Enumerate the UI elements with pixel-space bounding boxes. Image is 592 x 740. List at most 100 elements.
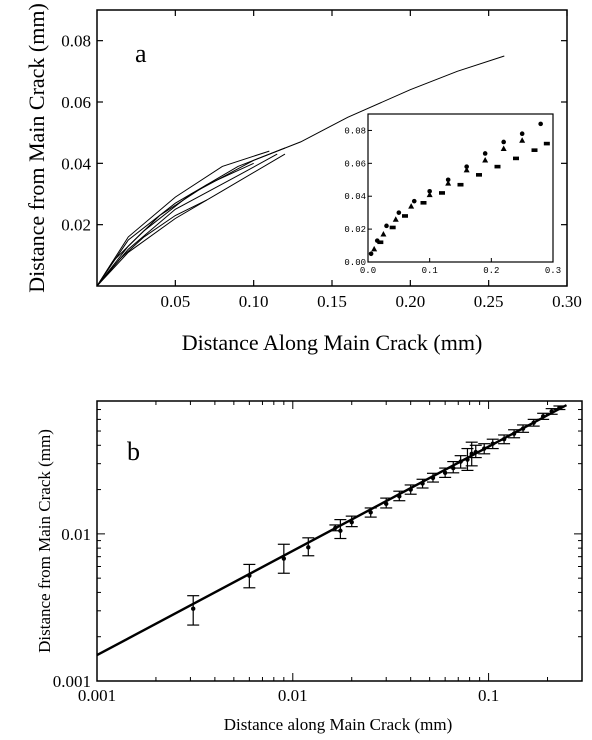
data-point (458, 459, 463, 464)
panel-a-label: a (135, 39, 147, 68)
crack-curve (96, 153, 286, 287)
crack-curve (96, 150, 270, 287)
crack-curve (96, 162, 254, 287)
y-tick-label: 0.08 (61, 32, 91, 51)
data-point (501, 437, 507, 442)
x-tick-label: 0.05 (160, 292, 190, 311)
inset-marker-circle (384, 223, 389, 229)
inset-marker-square (402, 214, 408, 218)
inset-marker-triangle (482, 157, 489, 163)
inset-marker-triangle (380, 231, 387, 237)
inset-x-tick-label: 0.3 (545, 266, 561, 276)
inset-marker-circle (445, 177, 451, 183)
inset-marker-triangle (392, 216, 399, 222)
inset-marker-triangle (463, 166, 470, 173)
inset-marker-circle (482, 151, 488, 156)
inset-y-tick-label: 0.06 (344, 159, 366, 169)
x-tick-label: 0.01 (278, 686, 308, 705)
crack-curve (96, 153, 278, 287)
inset-frame (367, 113, 554, 263)
inset-marker-circle (368, 251, 374, 257)
panel-b-axes: 0.001 0.01 0.1 0.001 0.01 (53, 400, 582, 705)
panel-a-y-axis-label: Distance from Main Crack (mm) (24, 3, 49, 293)
inset-marker-square (494, 164, 501, 169)
data-point (191, 606, 196, 611)
y-tick-label: 0.01 (61, 525, 91, 544)
data-point (368, 510, 373, 515)
x-tick-label: 0.10 (239, 292, 269, 311)
inset-y-tick-label: 0.08 (344, 126, 366, 136)
panel-a: a 0.05 0.10 0.15 0.20 0.25 0.300.020.040.060.… (24, 3, 582, 355)
inset-x-tick-label: 0.0 (360, 266, 376, 276)
x-tick-label: 0.30 (552, 292, 582, 311)
data-point (490, 441, 495, 446)
data-point (531, 420, 536, 425)
inset-y-tick-label: 0.04 (344, 192, 366, 202)
inset-marker-triangle (519, 137, 526, 143)
inset-marker-triangle (426, 191, 433, 198)
panel-b: b 0.001 0.01 0.1 0.001 0.01 Distance along M… (35, 400, 583, 734)
data-point (549, 409, 554, 414)
panel-b-points (187, 405, 566, 626)
inset-marker-circle (464, 164, 469, 169)
inset-marker-square (377, 240, 384, 245)
data-point (430, 475, 436, 481)
data-point (384, 501, 389, 507)
inset-markers (368, 121, 550, 257)
inset-marker-square (420, 201, 427, 205)
y-tick-label: 0.001 (53, 672, 91, 691)
y-tick-label: 0.04 (61, 154, 91, 173)
data-point (408, 487, 413, 492)
data-point (281, 556, 287, 561)
panel-b-y-axis-label: Distance from Main Crack (mm) (35, 429, 54, 653)
data-point (247, 573, 252, 578)
inset-x-tick-label: 0.2 (483, 266, 499, 276)
panel-a-curves (96, 55, 505, 287)
data-point (557, 405, 562, 410)
data-point (397, 494, 402, 499)
crack-curve (96, 199, 207, 287)
inset-marker-circle (538, 121, 543, 127)
inset-x-tick-label: 0.1 (422, 266, 438, 276)
x-tick-label: 0.25 (474, 292, 504, 311)
panel-b-x-axis-label: Distance along Main Crack (mm) (224, 715, 453, 734)
panel-a-x-axis-label: Distance Along Main Crack (mm) (182, 330, 483, 355)
inset-marker-triangle (445, 180, 452, 186)
y-tick-label: 0.02 (61, 216, 91, 235)
panel-a-inset: 0.0 0.1 0.2 0.3 0.00 0.02 0.04 0.06 0.08 (344, 113, 561, 276)
inset-y-tick-label: 0.02 (344, 225, 366, 235)
inset-marker-triangle (500, 145, 507, 152)
data-point (306, 545, 311, 550)
x-tick-label: 0.20 (395, 292, 425, 311)
panel-b-frame (96, 400, 583, 682)
inset-marker-circle (427, 188, 432, 194)
inset-axes: 0.0 0.1 0.2 0.3 0.00 0.02 0.04 0.06 0.08 (344, 126, 561, 276)
y-tick-label: 0.06 (61, 93, 91, 112)
x-tick-label: 0.15 (317, 292, 347, 311)
data-point (540, 414, 546, 419)
inset-marker-circle (519, 131, 525, 137)
panel-b-fit (96, 404, 568, 657)
inset-marker-triangle (371, 245, 378, 252)
power-law-fit-line (96, 404, 568, 657)
data-point (451, 465, 456, 471)
inset-marker-square (513, 156, 519, 161)
x-tick-label: 0.1 (478, 686, 499, 705)
panel-a-axes: 0.05 0.10 0.15 0.20 0.25 0.30 0.02 0.04 0.06 0.08 (61, 10, 582, 311)
inset-marker-circle (396, 210, 402, 215)
inset-marker-circle (411, 198, 417, 204)
inset-marker-square (543, 141, 550, 146)
data-point (442, 470, 448, 476)
data-point (520, 426, 526, 431)
data-point (349, 520, 354, 525)
data-point (469, 451, 474, 457)
inset-marker-square (457, 182, 464, 187)
data-point (511, 431, 517, 436)
inset-marker-circle (501, 139, 506, 145)
data-point (465, 457, 470, 462)
inset-marker-square (389, 225, 396, 230)
panel-b-label: b (127, 437, 140, 466)
x-tick-label: 0.001 (78, 686, 116, 705)
data-point (333, 525, 338, 530)
